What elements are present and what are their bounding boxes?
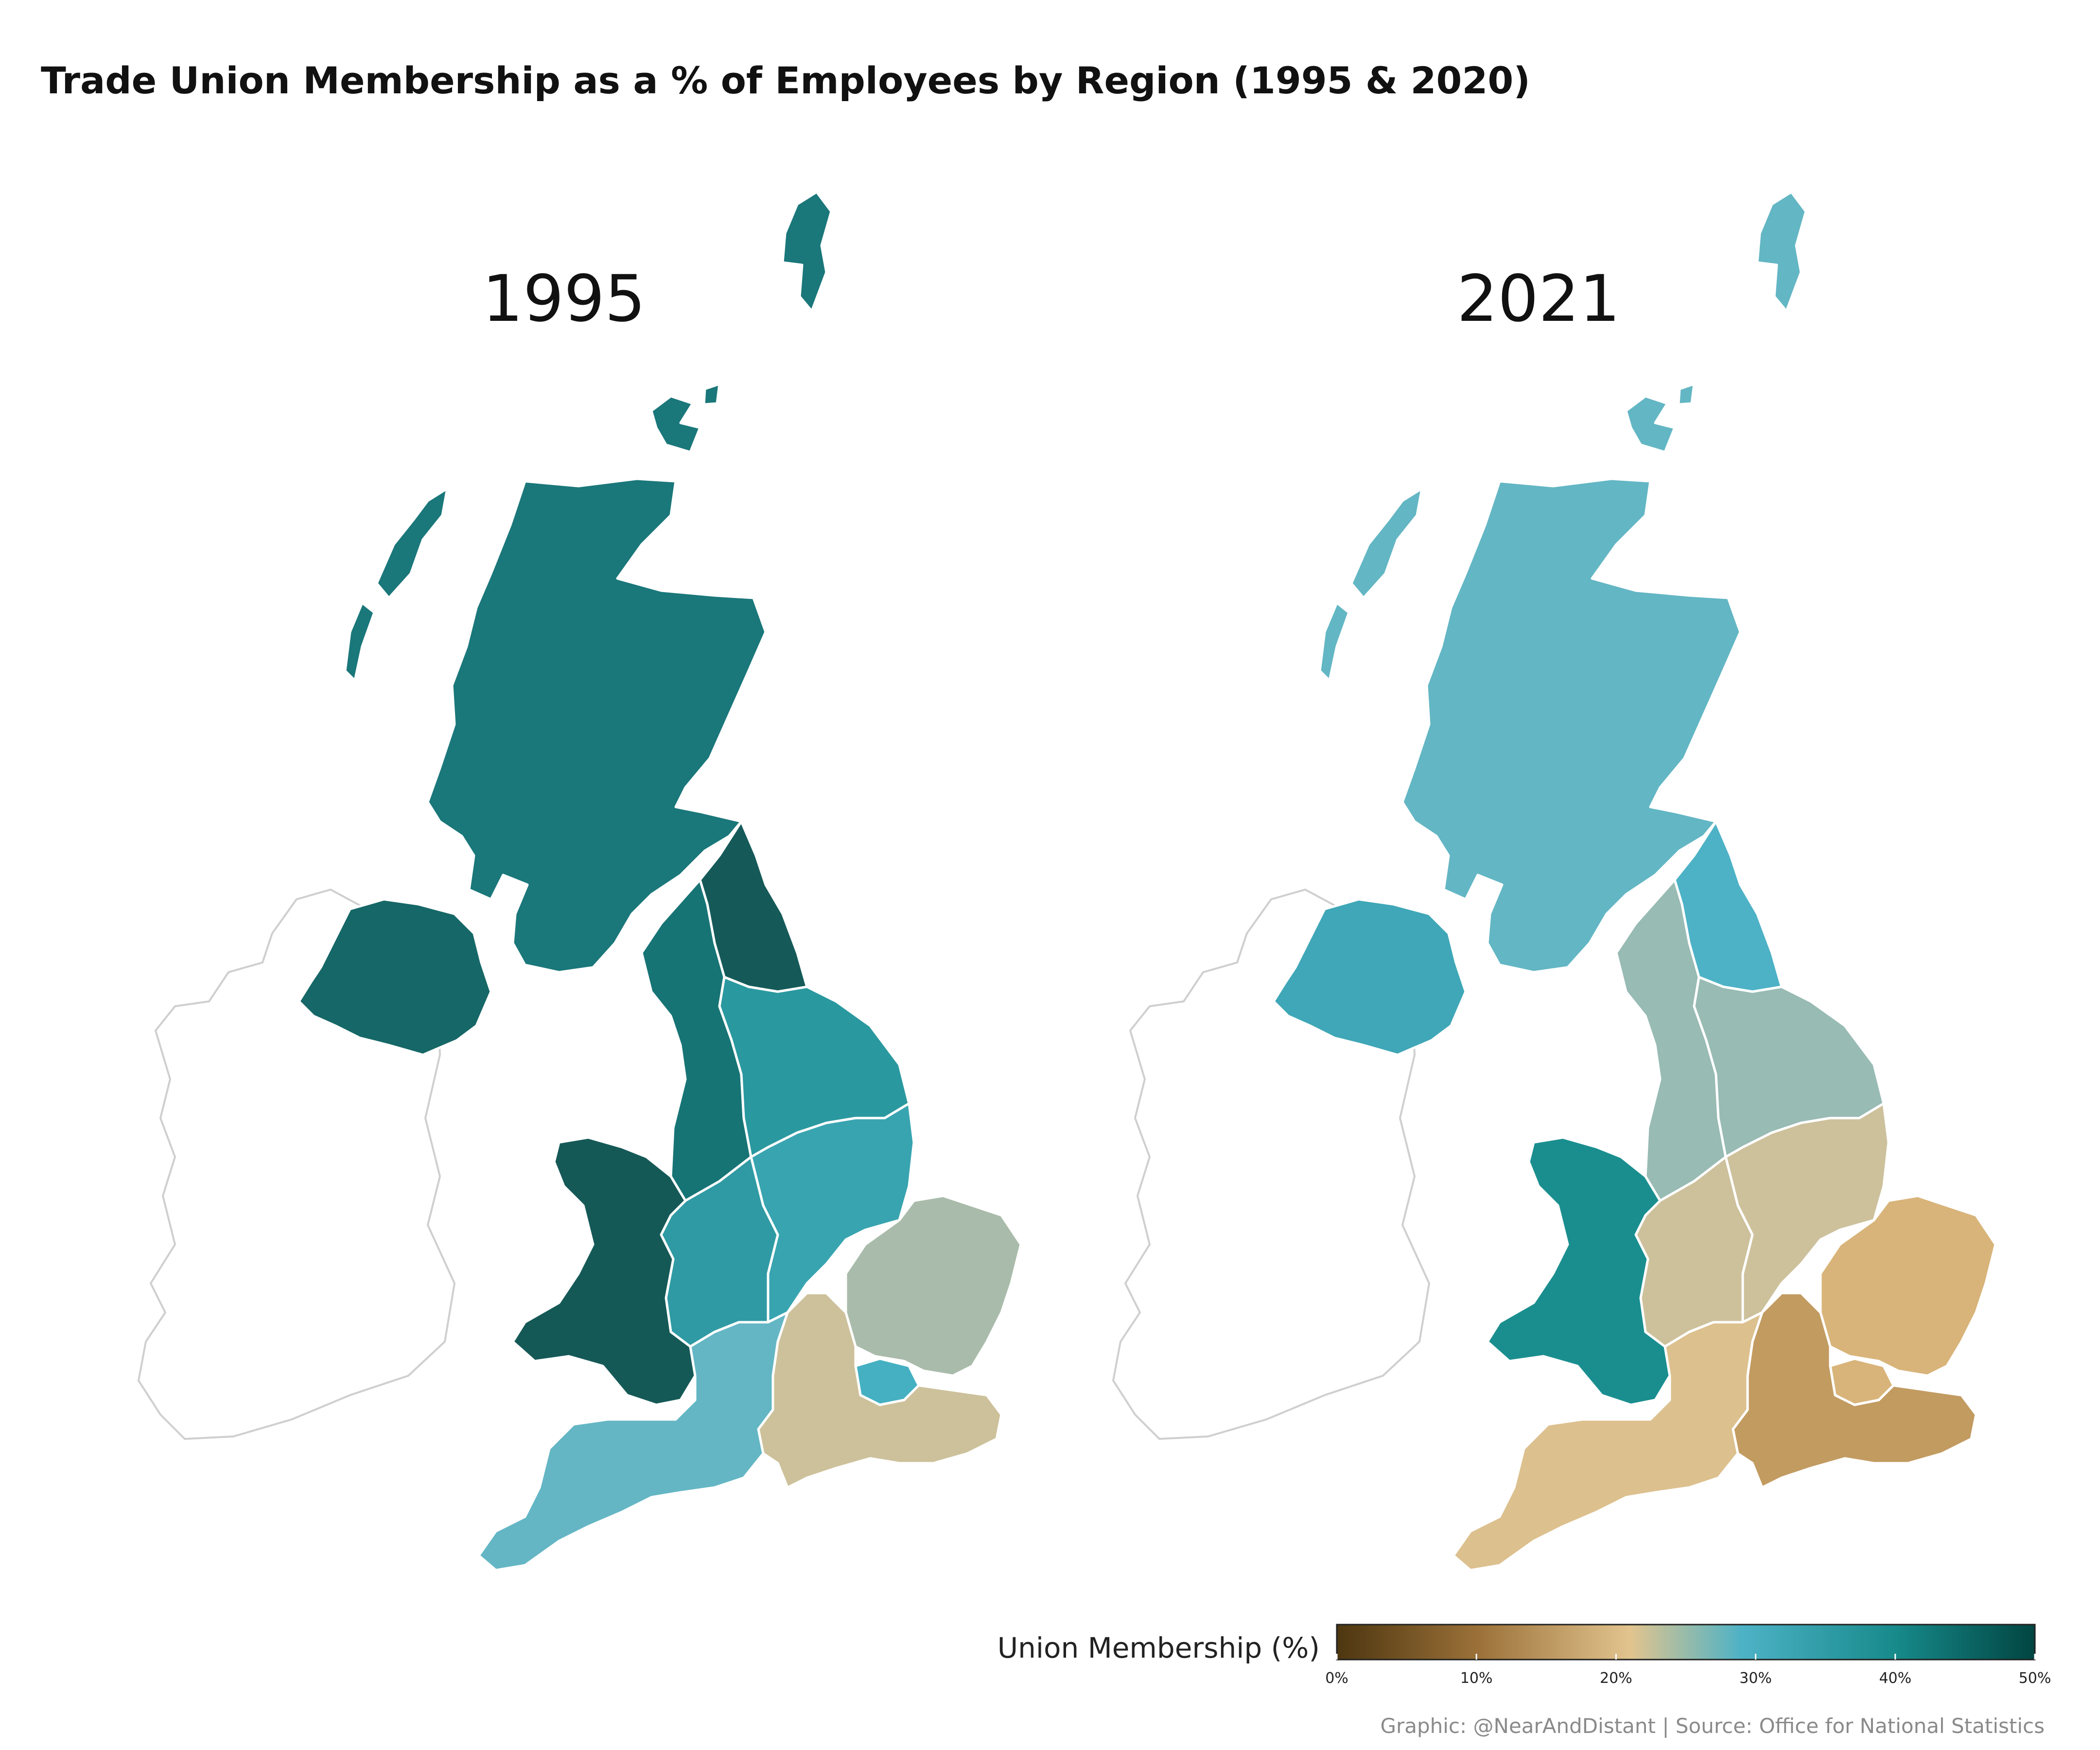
legend-ticks: 0% 10% 20% 30% 40% 50% — [1325, 1654, 2051, 1687]
map-label: 1995 — [482, 262, 646, 336]
legend-tick-label: 30% — [1739, 1670, 1772, 1687]
legend-tick-label: 50% — [2019, 1670, 2051, 1687]
region-scotland — [426, 477, 767, 974]
region-shetland — [1756, 191, 1807, 313]
map-label: 2021 — [1457, 262, 1620, 336]
map-panel-1995: 1995 — [137, 191, 1022, 1572]
legend-colorbar — [1336, 1624, 2036, 1661]
map-panel-2021: 2021 — [1112, 191, 1997, 1572]
region-wales — [1486, 1136, 1671, 1406]
region-orkney — [1625, 383, 1696, 454]
legend-tick-label: 40% — [1879, 1670, 1911, 1687]
region-south-west — [477, 1311, 789, 1572]
region-northern-ireland — [298, 898, 492, 1056]
region-hebrides — [344, 487, 449, 682]
legend-tick-label: 0% — [1325, 1670, 1348, 1687]
region-wales — [511, 1136, 697, 1406]
region-shetland — [781, 191, 833, 313]
region-hebrides — [1318, 487, 1423, 682]
region-south-west — [1452, 1311, 1764, 1572]
chart-title: Trade Union Membership as a % of Employe… — [41, 59, 1530, 102]
legend-tick-label: 10% — [1460, 1670, 1493, 1687]
legend-title: Union Membership (%) — [998, 1631, 1320, 1664]
region-orkney — [650, 383, 721, 454]
region-northern-ireland — [1272, 898, 1467, 1056]
legend-tick-label: 20% — [1600, 1670, 1632, 1687]
legend: Union Membership (%) 0% 10% 20% 30% 40% 50% — [998, 1624, 2051, 1687]
region-scotland — [1401, 477, 1742, 974]
source-caption: Graphic: @NearAndDistant | Source: Offic… — [1380, 1714, 2045, 1738]
